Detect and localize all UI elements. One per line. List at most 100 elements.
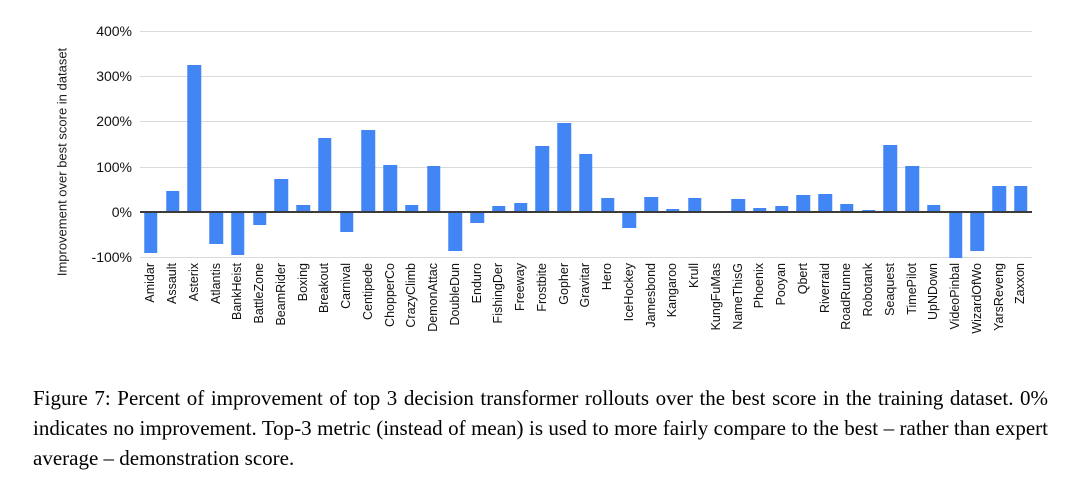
x-tick-cell: Krull xyxy=(684,263,706,367)
bar-Freeway xyxy=(513,202,528,212)
bar-Assault xyxy=(165,190,180,212)
x-tick-cell: BeamRider xyxy=(271,263,293,367)
bar-column xyxy=(749,31,771,257)
bar-column xyxy=(423,31,445,257)
y-tick-label: 200% xyxy=(96,113,132,130)
x-tick-label: VideoPinbal xyxy=(948,263,963,330)
bar-column xyxy=(466,31,488,257)
bar-column xyxy=(597,31,619,257)
gridline xyxy=(140,31,1032,32)
x-tick-label: WizardOfWo xyxy=(969,263,984,334)
bar-Riverraid xyxy=(818,193,832,212)
x-axis-labels: Amidar Assault Asterix Atlantis BankHeist Bat… xyxy=(140,263,1032,367)
x-tick-cell: ChopperCo xyxy=(379,263,401,367)
bar-Krull xyxy=(687,198,702,212)
bar-column xyxy=(640,31,662,257)
bar-Boxing xyxy=(296,204,310,212)
bar-column xyxy=(923,31,945,257)
x-tick-label: NameThisG xyxy=(730,263,745,330)
x-tick-label: KungFuMas xyxy=(708,263,723,331)
x-tick-cell: Kangaroo xyxy=(662,263,684,367)
x-tick-cell: BattleZone xyxy=(249,263,271,367)
x-tick-cell: DoubleDun xyxy=(445,263,467,367)
bar-series xyxy=(140,31,1032,258)
bar-column xyxy=(619,31,641,257)
bar-column xyxy=(227,31,249,257)
x-tick-cell: UpNDown xyxy=(923,263,945,367)
y-tick-label: 100% xyxy=(96,158,132,175)
x-tick-cell: Freeway xyxy=(510,263,532,367)
x-tick-cell: Zaxxon xyxy=(1010,263,1032,367)
bar-column xyxy=(249,31,271,257)
bar-column xyxy=(553,31,575,257)
bar-column xyxy=(314,31,336,257)
x-tick-cell: Centipede xyxy=(358,263,380,367)
x-tick-label: CrazyClimb xyxy=(404,263,419,328)
x-tick-label: Phoenix xyxy=(752,263,767,309)
x-tick-cell: CrazyClimb xyxy=(401,263,423,367)
y-tick-label: -100% xyxy=(91,249,132,265)
bar-column xyxy=(532,31,554,257)
bar-Carnival xyxy=(339,212,354,232)
bar-RoadRunne xyxy=(840,203,854,212)
bar-Phoenix xyxy=(753,208,767,212)
x-tick-label: Amidar xyxy=(143,263,158,303)
bar-NameThisG xyxy=(731,199,745,212)
x-tick-label: Asterix xyxy=(186,263,201,302)
x-tick-label: Pooyan xyxy=(774,263,789,306)
zero-axis-line xyxy=(140,210,1032,213)
x-tick-label: DemonAttac xyxy=(426,263,441,332)
x-tick-label: Frostbite xyxy=(534,263,549,312)
x-tick-cell: Asterix xyxy=(184,263,206,367)
plot-area xyxy=(140,31,1032,258)
bar-column xyxy=(162,31,184,257)
bar-column xyxy=(205,31,227,257)
x-tick-label: BeamRider xyxy=(273,263,288,326)
x-tick-label: FishingDer xyxy=(491,263,506,324)
x-tick-label: IceHockey xyxy=(621,263,636,322)
x-tick-cell: Riverraid xyxy=(814,263,836,367)
x-tick-cell: Phoenix xyxy=(749,263,771,367)
x-tick-label: Boxing xyxy=(295,263,310,302)
x-tick-cell: Qbert xyxy=(793,263,815,367)
bar-Centipede xyxy=(361,130,376,212)
x-tick-cell: TimePilot xyxy=(901,263,923,367)
x-tick-label: Qbert xyxy=(795,263,810,295)
x-tick-cell: Breakout xyxy=(314,263,336,367)
bar-column xyxy=(858,31,880,257)
x-tick-label: YarsReveng xyxy=(991,263,1006,331)
bar-column xyxy=(771,31,793,257)
bar-Kangaroo xyxy=(666,208,680,212)
bar-UpNDown xyxy=(927,204,941,212)
x-tick-cell: IceHockey xyxy=(619,263,641,367)
bar-column xyxy=(379,31,401,257)
gridline xyxy=(140,257,1032,258)
x-tick-label: Assault xyxy=(165,263,180,304)
x-tick-label: BankHeist xyxy=(230,263,245,320)
x-tick-label: TimePilot xyxy=(904,263,919,315)
bar-column xyxy=(880,31,902,257)
bar-Seaquest xyxy=(883,145,898,212)
bar-DemonAttac xyxy=(426,165,441,212)
x-tick-label: Seaquest xyxy=(882,263,897,316)
x-tick-cell: Atlantis xyxy=(205,263,227,367)
bar-column xyxy=(358,31,380,257)
x-tick-cell: RoadRunne xyxy=(836,263,858,367)
x-tick-cell: Jamesbond xyxy=(640,263,662,367)
bar-column xyxy=(814,31,836,257)
x-tick-label: Kangaroo xyxy=(665,263,680,318)
bar-column xyxy=(510,31,532,257)
bar-column xyxy=(292,31,314,257)
x-tick-label: BattleZone xyxy=(252,263,267,324)
x-tick-cell: DemonAttac xyxy=(423,263,445,367)
bar-TimePilot xyxy=(905,166,919,212)
bar-column xyxy=(793,31,815,257)
x-tick-label: Hero xyxy=(600,263,615,291)
x-tick-cell: Gravitar xyxy=(575,263,597,367)
x-tick-cell: KungFuMas xyxy=(706,263,728,367)
x-tick-label: UpNDown xyxy=(926,263,941,320)
y-tick-label: 300% xyxy=(96,68,132,85)
bar-column xyxy=(662,31,684,257)
x-tick-label: DoubleDun xyxy=(447,263,462,326)
